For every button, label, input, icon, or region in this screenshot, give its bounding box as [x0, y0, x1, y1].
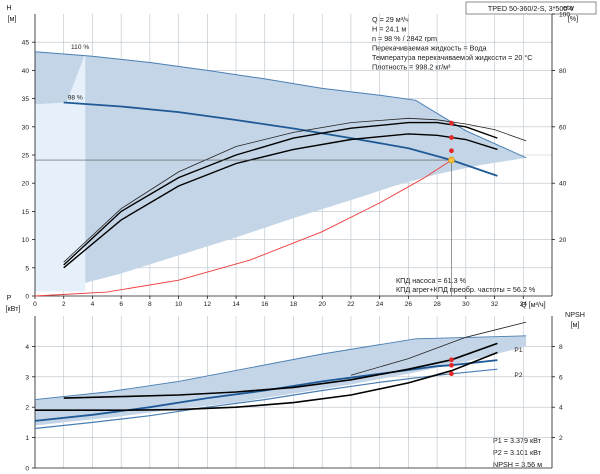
q-tick-label: 28 [433, 301, 441, 308]
h-tick-label: 35 [22, 96, 30, 103]
npsh-axis-unit: [м] [571, 320, 580, 329]
q-tick-label: 0 [33, 301, 37, 308]
q-tick-label: 26 [405, 301, 413, 308]
head-curve-98pct [63, 101, 498, 177]
eta-tick-label: 40 [559, 181, 567, 188]
system-curve [34, 159, 452, 297]
npsh-curve-npsh [63, 342, 498, 399]
power-curve-p-upper [34, 335, 527, 401]
info-line: Температура перекачиваемой жидкости = 20… [372, 53, 532, 62]
chart-title: TPED 50-360/2-S, 3*500 V [488, 4, 575, 13]
plot-layer: H[м]eta[%]0 2 4 6 8 10 12 14 16 18 20 22 24 26 28 30 32 3… [6, 3, 585, 473]
h-tick-label: 40 [22, 68, 30, 75]
eta-axis-letter: eta [563, 3, 573, 12]
efficiency-curve-eff-upper [63, 117, 527, 263]
p2-readout: P2 = 3.101 кВт [493, 448, 542, 457]
h-tick-label: 0 [25, 294, 29, 301]
q-tick-label: 18 [290, 301, 298, 308]
q-tick-label: 30 [462, 301, 470, 308]
q-tick-label: 16 [261, 301, 269, 308]
q-tick-label: 4 [91, 301, 95, 308]
h-tick-label: 30 [22, 124, 30, 131]
p-axis-letter: P [7, 293, 12, 302]
info-line: Q = 29 м³/ч [372, 15, 409, 24]
p-tick-label: 3 [25, 374, 29, 381]
power-point [449, 357, 454, 363]
h-tick-label: 10 [22, 237, 30, 244]
power-curve-label-p1: P1 [514, 347, 522, 354]
eta-tick-label: 20 [559, 237, 567, 244]
q-tick-label: 24 [376, 301, 384, 308]
title-box [465, 1, 597, 15]
eta-tick-label: 100 [559, 12, 570, 19]
q-tick-label: 14 [232, 301, 240, 308]
npsh-readout: NPSH = 3.56 м [493, 460, 542, 469]
power-range-area [35, 335, 527, 426]
q-tick-label: 20 [319, 301, 327, 308]
power-curve-label-p2: P2 [514, 372, 522, 379]
p1-readout: P1 = 3.379 кВт [493, 436, 542, 445]
p-tick-label: 4 [25, 344, 29, 351]
p-tick-label: 1 [25, 435, 29, 442]
h-axis-letter: H [6, 3, 11, 12]
q-axis-label: Q [м³/ч] [521, 300, 546, 309]
efficiency-point [449, 148, 454, 154]
h-tick-label: 5 [25, 265, 29, 272]
npsh-tick-label: 4 [559, 405, 563, 412]
npsh-curve-npsh-low [35, 351, 498, 411]
info-block: Q = 29 м³/чH = 24.1 мn = 98 % / 2842 rpm… [372, 15, 532, 72]
operating-range-area [35, 51, 527, 290]
power-point [449, 371, 454, 377]
pump-efficiency-note: КПД насоса = 61.3 % [396, 276, 467, 285]
head-curve-label: 98 % [68, 95, 83, 102]
npsh-tick-label: 2 [559, 435, 563, 442]
info-line: H = 24.1 м [372, 25, 406, 34]
h-axis-unit: [м] [8, 14, 17, 23]
q-tick-label: 10 [175, 301, 183, 308]
head-curve-110pct [34, 51, 527, 159]
info-line: Перекачиваемая жидкость = Вода [372, 44, 487, 53]
npsh-tick-label: 6 [559, 374, 563, 381]
q-tick-label: 12 [204, 301, 212, 308]
efficiency-point [449, 120, 454, 126]
q-tick-label: 2 [62, 301, 66, 308]
h-tick-label: 25 [22, 153, 30, 160]
q-tick-label: 32 [491, 301, 499, 308]
power-curve-p2 [34, 368, 498, 430]
p-axis-unit: [кВт] [6, 304, 21, 313]
eta-axis-unit: [%] [568, 14, 578, 23]
npsh-curve-npsh-max [350, 321, 527, 376]
q-tick-label: 22 [347, 301, 355, 308]
npsh-axis-letter: NPSH [565, 310, 585, 319]
h-tick-label: 15 [22, 209, 30, 216]
eta-tick-label: 80 [559, 68, 567, 75]
operating-point [448, 156, 455, 164]
eta-tick-label: 60 [559, 124, 567, 131]
h-tick-label: 45 [22, 40, 30, 47]
low-flow-area [35, 53, 86, 292]
info-line: Плотность = 998.2 кг/м³ [372, 63, 451, 72]
npsh-tick-label: 8 [559, 344, 563, 351]
efficiency-point [449, 135, 454, 140]
p-tick-label: 2 [25, 405, 29, 412]
power-point [449, 362, 454, 368]
head-curve-label: 110 % [71, 44, 89, 51]
h-tick-label: 20 [22, 181, 30, 188]
q-tick-label: 34 [520, 301, 528, 308]
p-tick-label: 0 [25, 466, 29, 473]
q-tick-label: 6 [119, 301, 123, 308]
info-line: n = 98 % / 2842 rpm [372, 34, 437, 43]
q-tick-label: 8 [148, 301, 152, 308]
